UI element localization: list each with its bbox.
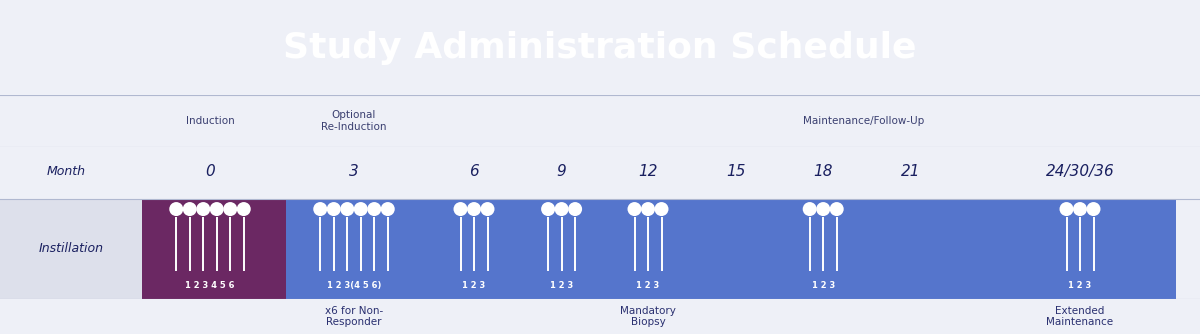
Text: 1 2 3: 1 2 3 [550,282,574,290]
Text: 18: 18 [814,164,833,179]
Ellipse shape [816,202,830,216]
Text: Instillation: Instillation [38,242,103,255]
Text: Mandatory
Biopsy: Mandatory Biopsy [620,306,676,327]
Text: Maintenance/Follow-Up: Maintenance/Follow-Up [803,116,925,126]
Ellipse shape [169,202,184,216]
Text: 1 2 3 4 5 6: 1 2 3 4 5 6 [185,282,235,290]
Ellipse shape [467,202,481,216]
Ellipse shape [568,202,582,216]
Text: 1 2 3: 1 2 3 [462,282,486,290]
Ellipse shape [313,202,328,216]
Text: Month: Month [47,165,85,178]
Ellipse shape [210,202,223,216]
Bar [286,199,1176,299]
Ellipse shape [803,202,817,216]
Ellipse shape [380,202,395,216]
Text: x6 for Non-
Responder: x6 for Non- Responder [325,306,383,327]
Ellipse shape [480,202,494,216]
Ellipse shape [341,202,354,216]
Text: 1 2 3: 1 2 3 [1068,282,1092,290]
Text: 12: 12 [638,164,658,179]
Text: Induction: Induction [186,116,234,126]
Ellipse shape [1086,202,1100,216]
Text: Study Administration Schedule: Study Administration Schedule [283,31,917,64]
Ellipse shape [454,202,468,216]
Ellipse shape [641,202,655,216]
Text: 9: 9 [557,164,566,179]
Text: 0: 0 [205,164,215,179]
Text: 6: 6 [469,164,479,179]
Text: Extended
Maintenance: Extended Maintenance [1046,306,1114,327]
Text: 1 2 3(4 5 6): 1 2 3(4 5 6) [326,282,382,290]
Text: 15: 15 [726,164,745,179]
Ellipse shape [541,202,556,216]
Ellipse shape [554,202,569,216]
Text: 1 2 3: 1 2 3 [636,282,660,290]
Bar [0,199,142,299]
Ellipse shape [829,202,844,216]
Text: Optional
Re-Induction: Optional Re-Induction [322,110,386,132]
Ellipse shape [197,202,210,216]
Ellipse shape [1073,202,1087,216]
Text: 21: 21 [901,164,920,179]
Ellipse shape [1060,202,1074,216]
Bar [142,199,286,299]
Ellipse shape [236,202,251,216]
Ellipse shape [654,202,668,216]
Ellipse shape [182,202,197,216]
Ellipse shape [223,202,238,216]
Ellipse shape [354,202,367,216]
Ellipse shape [367,202,382,216]
Text: 1 2 3: 1 2 3 [811,282,835,290]
Ellipse shape [326,202,341,216]
Ellipse shape [628,202,642,216]
Text: 3: 3 [349,164,359,179]
Text: 24/30/36: 24/30/36 [1045,164,1115,179]
